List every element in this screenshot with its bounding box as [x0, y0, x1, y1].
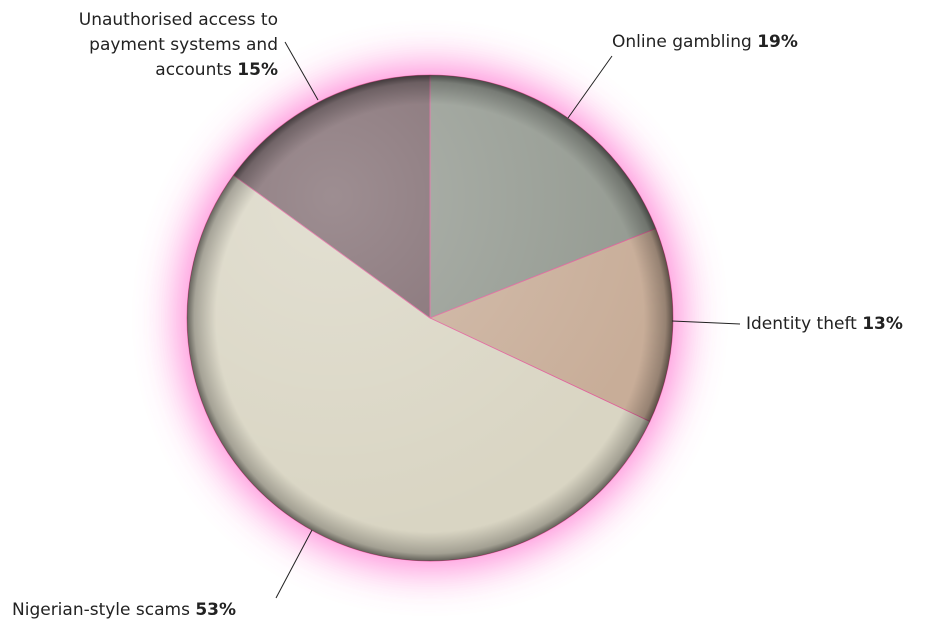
category-label: Unauthorised access to payment systems a…	[78, 10, 278, 80]
category-label: Online gambling	[612, 32, 752, 52]
slice-label: Online gambling 19%	[612, 30, 798, 55]
slice-label: Identity theft 13%	[746, 312, 903, 337]
value-label: 13%	[862, 314, 903, 334]
value-label: 15%	[237, 60, 278, 80]
value-label: 19%	[757, 32, 798, 52]
category-label: Identity theft	[746, 314, 857, 334]
slice-label: Nigerian-style scams 53%	[12, 598, 236, 623]
leader-line	[284, 41, 319, 101]
leader-line	[275, 529, 313, 599]
leaders	[275, 41, 741, 599]
pie	[186, 74, 674, 562]
value-label: 53%	[195, 600, 237, 620]
category-label: Nigerian-style scams	[12, 600, 190, 620]
slice-label: Unauthorised access to payment systems a…	[46, 8, 278, 83]
leader-line	[567, 55, 613, 119]
leader-line	[671, 320, 741, 325]
